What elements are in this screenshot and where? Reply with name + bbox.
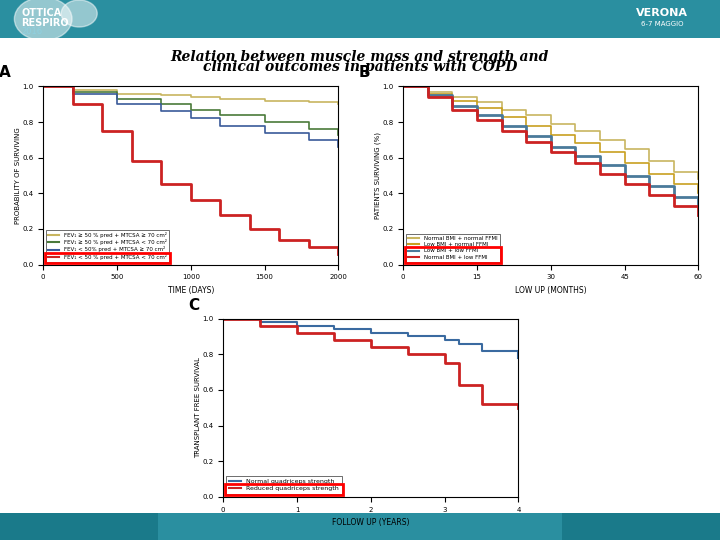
Circle shape xyxy=(61,0,97,27)
X-axis label: FOLLOW UP (YEARS): FOLLOW UP (YEARS) xyxy=(332,518,410,527)
Text: OTTICA: OTTICA xyxy=(22,9,62,18)
Text: B: B xyxy=(359,65,371,80)
Y-axis label: TRANSPLANT FREE SURVIVAL: TRANSPLANT FREE SURVIVAL xyxy=(195,357,201,458)
X-axis label: TIME (DAYS): TIME (DAYS) xyxy=(168,286,214,295)
Text: C: C xyxy=(188,298,199,313)
Legend: Normal quadriceps strength, Reduced quadriceps strength: Normal quadriceps strength, Reduced quad… xyxy=(226,476,341,494)
Bar xyxy=(0,513,158,540)
Bar xyxy=(0,513,720,540)
Text: 6-7 MAGGIO: 6-7 MAGGIO xyxy=(641,21,684,28)
Y-axis label: PROBABILITY OF SURVIVING: PROBABILITY OF SURVIVING xyxy=(15,127,21,224)
Circle shape xyxy=(14,0,72,40)
Text: clinical outcomes in patients with COPD: clinical outcomes in patients with COPD xyxy=(203,60,517,75)
Y-axis label: PATIENTS SURVIVING (%): PATIENTS SURVIVING (%) xyxy=(374,132,381,219)
Text: RESPIRO: RESPIRO xyxy=(22,18,69,28)
Text: A: A xyxy=(0,65,11,80)
Bar xyxy=(562,513,720,540)
Text: Relation between muscle mass and strength and: Relation between muscle mass and strengt… xyxy=(171,50,549,64)
Legend: FEV₁ ≥ 50 % pred + MTCSA ≥ 70 cm², FEV₁ ≥ 50 % pred + MTCSA < 70 cm², FEV₁ < 50%: FEV₁ ≥ 50 % pred + MTCSA ≥ 70 cm², FEV₁ … xyxy=(46,230,169,262)
Text: VERONA: VERONA xyxy=(636,9,688,18)
Legend: Normal BMI + normal FFMI, Low BMI + normal FFMI, Low BMI + low FFMI, Normal BMI : Normal BMI + normal FFMI, Low BMI + norm… xyxy=(406,234,500,262)
Bar xyxy=(0,0,720,38)
FancyBboxPatch shape xyxy=(0,27,720,513)
X-axis label: LOW UP (MONTHS): LOW UP (MONTHS) xyxy=(515,286,587,295)
Text: 2016: 2016 xyxy=(22,27,42,36)
